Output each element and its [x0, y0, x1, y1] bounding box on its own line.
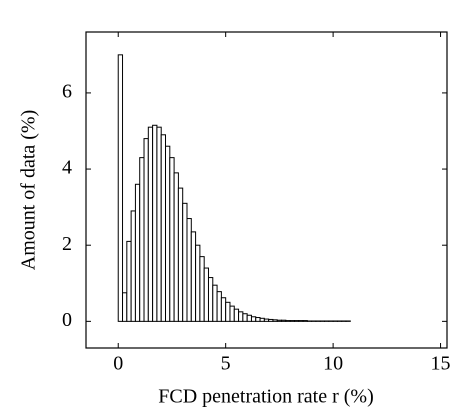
y-axis-label: Amount of data (%) [18, 110, 40, 271]
bar [156, 126, 162, 322]
bar [225, 301, 231, 322]
bar [122, 292, 128, 322]
y-tick-label: 6 [62, 81, 72, 103]
bar [298, 320, 304, 322]
bar [255, 317, 261, 322]
bar [246, 314, 252, 322]
bar [216, 291, 222, 322]
bar [203, 267, 209, 322]
y-tick-label: 4 [62, 157, 72, 179]
bar [293, 320, 300, 322]
bar [195, 244, 201, 322]
bar [268, 318, 274, 322]
bar [169, 157, 175, 322]
bar [238, 311, 244, 322]
bar [233, 308, 240, 322]
plot-frame [85, 31, 448, 349]
x-tick-label: 10 [323, 353, 343, 375]
bar [220, 297, 227, 322]
bar [126, 240, 132, 322]
bar [289, 320, 295, 322]
x-tick-label: 15 [431, 353, 451, 375]
bar [186, 218, 192, 322]
bar [165, 145, 171, 322]
x-tick-label: 5 [221, 353, 231, 375]
x-tick-label: 0 [113, 353, 123, 375]
bar [143, 138, 149, 322]
bar [117, 54, 124, 322]
bar [263, 318, 270, 322]
bar [276, 319, 283, 322]
bar [130, 210, 136, 322]
bar [229, 305, 235, 322]
bar [139, 157, 145, 322]
bar [285, 320, 291, 322]
x-axis-label: FCD penetration rate r (%) [158, 386, 373, 408]
bar [160, 134, 167, 322]
bar [259, 317, 265, 322]
bar [242, 313, 248, 322]
bar [177, 187, 184, 322]
bar [250, 316, 257, 322]
bar [152, 124, 158, 322]
y-tick-label: 0 [62, 309, 72, 331]
y-tick-label: 2 [62, 233, 72, 255]
bar [281, 319, 287, 322]
bar [182, 202, 188, 322]
bar [302, 320, 308, 322]
bar [207, 277, 214, 322]
bar [212, 284, 218, 322]
bar [173, 172, 179, 322]
bar [272, 319, 278, 322]
bar [190, 231, 197, 322]
bar [147, 126, 154, 322]
bar [199, 256, 205, 322]
bar [134, 183, 141, 322]
